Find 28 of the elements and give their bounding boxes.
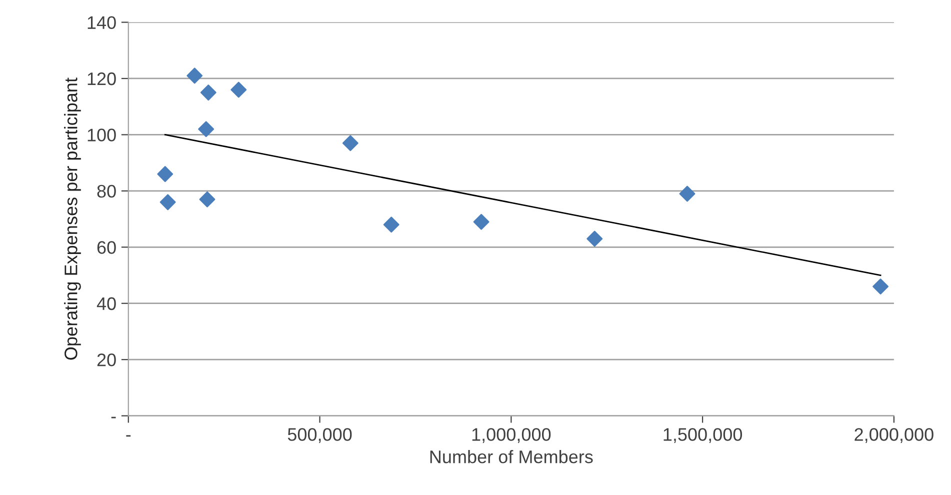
point: [157, 166, 174, 182]
y-tick-label: 140: [88, 16, 116, 29]
x-tick-label: 500,000: [288, 428, 352, 443]
point: [586, 230, 603, 247]
point: [160, 194, 176, 210]
x-tick-label: 1,500,000: [664, 428, 742, 443]
point: [342, 135, 358, 152]
point: [872, 278, 889, 294]
point: [198, 121, 214, 138]
y-tick-label: 80: [97, 184, 116, 198]
y-tick-label: 20: [97, 354, 116, 366]
point: [679, 186, 696, 202]
point: [473, 214, 490, 230]
point: [186, 68, 203, 84]
point: [230, 82, 247, 98]
y-tick-label: 40: [96, 297, 116, 310]
x-tick-label: 2,000,000: [854, 428, 934, 443]
y-tick-label: 100: [88, 128, 116, 142]
x-tick-label: 1,000,000: [472, 428, 551, 443]
x-tick-label: -: [126, 435, 131, 437]
y-axis-title: Operating Expenses per participant: [64, 78, 81, 360]
y-tick-label: 120: [88, 72, 116, 86]
point: [199, 191, 216, 208]
y-tick-label: 60: [97, 241, 116, 254]
x-axis-title: Number of Members: [430, 450, 593, 464]
point: [383, 216, 400, 233]
y-tick-label: -: [111, 416, 116, 418]
point: [200, 84, 216, 101]
